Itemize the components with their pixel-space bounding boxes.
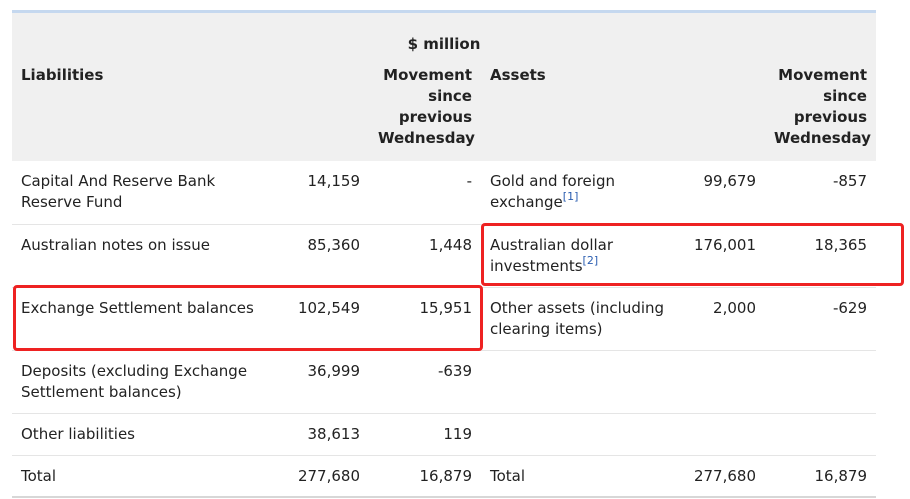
table-row: Other liabilities 38,613 119 bbox=[12, 413, 876, 456]
liability-value: 102,549 bbox=[277, 287, 369, 351]
liability-movement: - bbox=[369, 161, 481, 225]
liability-value: 38,613 bbox=[277, 413, 369, 456]
total-row: Total 277,680 16,879 Total 277,680 16,87… bbox=[12, 455, 876, 498]
asset-label bbox=[481, 413, 681, 456]
asset-movement bbox=[765, 413, 876, 456]
asset-value: 99,679 bbox=[681, 161, 765, 225]
liabilities-movement-header: Movement since previous Wednesday bbox=[369, 55, 481, 161]
table-row: Capital And Reserve Bank Reserve Fund 14… bbox=[12, 161, 876, 225]
table-row: Exchange Settlement balances 102,549 15,… bbox=[12, 287, 876, 351]
asset-movement bbox=[765, 350, 876, 414]
liability-total-label: Total bbox=[12, 455, 277, 498]
liability-value: 36,999 bbox=[277, 350, 369, 414]
liability-value: 14,159 bbox=[277, 161, 369, 225]
liabilities-header: Liabilities bbox=[12, 55, 369, 161]
liability-total-value: 277,680 bbox=[277, 455, 369, 498]
liability-movement: -639 bbox=[369, 350, 481, 414]
asset-value: 2,000 bbox=[681, 287, 765, 351]
table-row: Australian notes on issue 85,360 1,448 A… bbox=[12, 224, 876, 288]
asset-total-label: Total bbox=[481, 455, 681, 498]
footnote-link[interactable]: [1] bbox=[562, 190, 579, 203]
liability-movement: 119 bbox=[369, 413, 481, 456]
footnote-link[interactable]: [2] bbox=[582, 253, 599, 267]
assets-header: Assets bbox=[481, 55, 765, 161]
balance-sheet-table: $ million Liabilities Movement since pre… bbox=[12, 13, 876, 498]
table-top-border bbox=[12, 10, 876, 13]
asset-movement: -629 bbox=[765, 287, 876, 351]
asset-label: Australian dollar investments bbox=[490, 235, 614, 275]
asset-label-cell: Australian dollar investments[2] bbox=[481, 224, 681, 288]
liability-label: Exchange Settlement balances bbox=[12, 287, 277, 351]
liability-movement: 1,448 bbox=[369, 224, 481, 288]
asset-value bbox=[681, 350, 765, 414]
asset-label bbox=[481, 350, 681, 414]
asset-value: 176,001 bbox=[681, 224, 765, 288]
unit-header: $ million bbox=[12, 13, 876, 55]
table-row: Deposits (excluding Exchange Settlement … bbox=[12, 350, 876, 414]
asset-label: Other assets (including clearing items) bbox=[481, 287, 681, 351]
asset-total-value: 277,680 bbox=[681, 455, 765, 498]
liability-label: Capital And Reserve Bank Reserve Fund bbox=[12, 161, 277, 225]
asset-movement: -857 bbox=[765, 161, 876, 225]
asset-movement: 18,365 bbox=[765, 224, 876, 288]
liability-value: 85,360 bbox=[277, 224, 369, 288]
liability-total-movement: 16,879 bbox=[369, 455, 481, 498]
asset-value bbox=[681, 413, 765, 456]
liability-label: Australian notes on issue bbox=[12, 224, 277, 288]
asset-label: Gold and foreign exchange bbox=[490, 172, 615, 211]
asset-label-cell: Gold and foreign exchange[1] bbox=[481, 161, 681, 225]
liability-label: Deposits (excluding Exchange Settlement … bbox=[12, 350, 277, 414]
assets-movement-header: Movement since previous Wednesday bbox=[765, 55, 876, 161]
liability-label: Other liabilities bbox=[12, 413, 277, 456]
asset-total-movement: 16,879 bbox=[765, 455, 876, 498]
liability-movement: 15,951 bbox=[369, 287, 481, 351]
